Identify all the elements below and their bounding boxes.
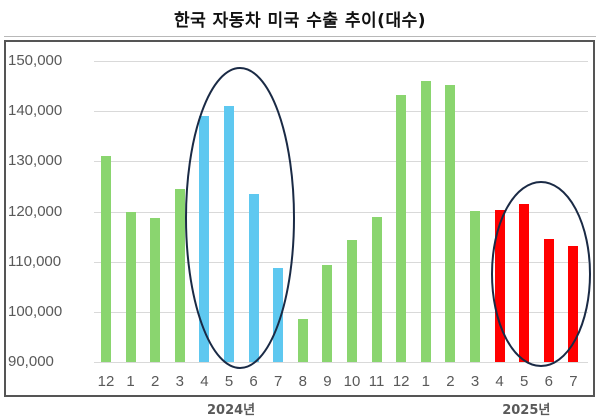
bar	[174, 188, 185, 362]
bar	[322, 265, 333, 362]
bar	[199, 116, 210, 362]
highlight-ellipse-2025	[491, 181, 591, 367]
x-tick-label: 3	[470, 373, 480, 390]
x-tick-label: 12	[392, 373, 410, 390]
gridline	[94, 261, 588, 263]
bar	[543, 238, 554, 362]
x-tick-label: 1	[126, 373, 135, 390]
x-tick-label: 7	[274, 373, 283, 390]
bar	[396, 94, 407, 362]
x-tick-label: 11	[368, 373, 385, 390]
gridline	[94, 311, 588, 313]
title-divider	[4, 36, 596, 37]
gridline	[94, 61, 588, 62]
y-tick-label: 110,000	[8, 252, 62, 270]
gridline	[94, 211, 588, 213]
x-tick-label: 4	[200, 373, 209, 390]
bar	[470, 210, 480, 362]
x-tick-label: 2	[446, 373, 455, 390]
y-tick-label: 140,000	[8, 102, 63, 120]
bar	[150, 218, 161, 362]
x-tick-label: 10	[343, 373, 361, 390]
x-tick-label: 6	[544, 373, 553, 390]
chart-title: 한국 자동차 미국 수출 추이(대수)	[173, 11, 427, 31]
y-tick-label: 130,000	[8, 152, 63, 170]
bar	[519, 203, 530, 362]
bar	[125, 211, 136, 362]
bar	[101, 156, 111, 362]
bar	[445, 84, 456, 362]
y-tick-label: 100,000	[8, 302, 63, 320]
x-tick-label: 6	[249, 373, 258, 390]
chart-frame	[4, 40, 595, 397]
x-tick-label: 1	[421, 373, 430, 390]
bar	[568, 246, 579, 362]
y-tick-label: 150,000	[8, 52, 63, 69]
x-tick-label: 9	[323, 373, 332, 390]
y-tick-label: 90,000	[8, 353, 54, 370]
bar	[273, 267, 284, 362]
x-tick-label: 2	[151, 373, 160, 390]
x-tick-label: 4	[495, 373, 504, 390]
bar	[371, 217, 382, 362]
gridline	[94, 362, 588, 363]
x-tick-label: 12	[97, 373, 115, 390]
highlight-ellipse-2024	[185, 67, 295, 369]
x-tick-label: 8	[298, 373, 307, 390]
x-tick-label: 3	[175, 373, 184, 390]
bar	[297, 318, 308, 362]
year-label: 2025년	[502, 403, 551, 418]
bar	[347, 240, 357, 362]
y-tick-label: 120,000	[8, 202, 63, 220]
bar	[494, 210, 505, 362]
bar	[420, 81, 431, 362]
x-tick-label: 5	[224, 373, 234, 390]
x-tick-label: 7	[569, 373, 578, 390]
gridline	[94, 161, 588, 163]
bar	[248, 193, 259, 362]
gridline	[94, 111, 588, 113]
year-label: 2024년	[207, 403, 256, 418]
x-tick-label: 5	[520, 373, 529, 390]
bar	[224, 106, 234, 362]
